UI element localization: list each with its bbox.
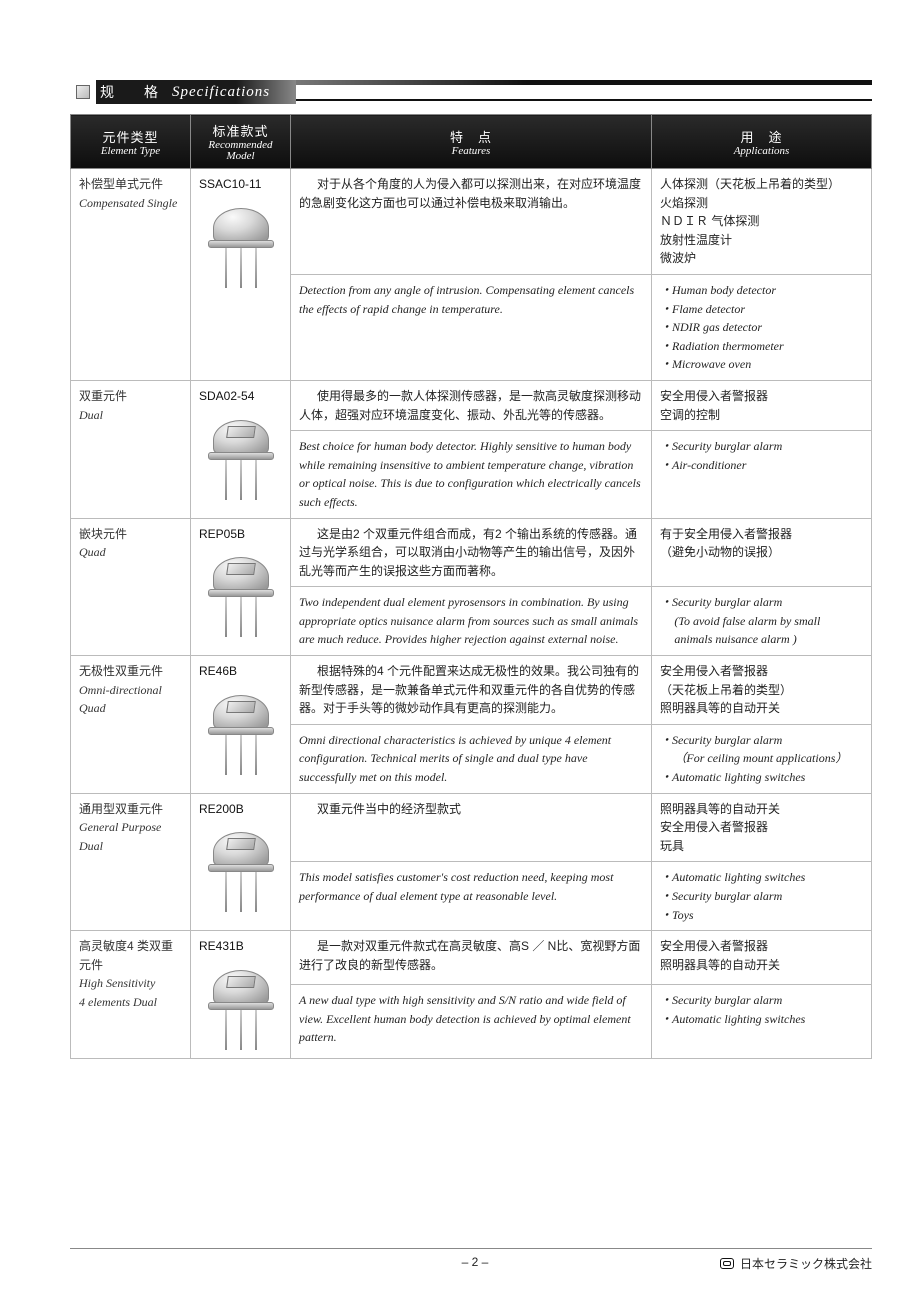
features-cn: 是一款对双重元件款式在高灵敏度、高S ／ N比、宽视野方面进行了改良的新型传感器…	[291, 931, 652, 985]
model-cell: RE46B	[191, 656, 291, 794]
section-header: 规 格 Specifications	[70, 80, 872, 104]
model-cell: SSAC10-11	[191, 169, 291, 381]
section-title-en: Specifications	[172, 84, 270, 101]
features-cn: 根据特殊的4 个元件配置来达成无极性的效果。我公司独有的新型传感器，是一款兼备单…	[291, 656, 652, 725]
applications-en: Automatic lighting switchesSecurity burg…	[652, 862, 872, 931]
features-en: Detection from any angle of intrusion. C…	[291, 274, 652, 380]
section-title-cn: 规 格	[100, 82, 166, 102]
element-type-cell: 嵌块元件Quad	[71, 518, 191, 656]
features-cn: 使用得最多的一款人体探测传感器，是一款高灵敏度探测移动人体，超强对应环境温度变化…	[291, 380, 652, 430]
applications-en: Security burglar alarmAir-conditioner	[652, 431, 872, 518]
sensor-icon	[201, 962, 281, 1052]
sensor-icon	[201, 824, 281, 914]
features-cn: 双重元件当中的经济型款式	[291, 793, 652, 862]
model-cell: RE200B	[191, 793, 291, 931]
element-type-cell: 补偿型单式元件Compensated Single	[71, 169, 191, 381]
element-type-cell: 双重元件Dual	[71, 380, 191, 518]
company-logo-icon	[720, 1258, 734, 1269]
spec-table: 元件类型 Element Type 标准款式 Recommended Model…	[70, 114, 872, 1059]
applications-cn: 安全用侵入者警报器 （天花板上吊着的类型） 照明器具等的自动开关	[652, 656, 872, 725]
model-cell: SDA02-54	[191, 380, 291, 518]
applications-cn: 安全用侵入者警报器 空调的控制	[652, 380, 872, 430]
page-number: – 2 –	[230, 1255, 720, 1272]
model-cell: RE431B	[191, 931, 291, 1059]
applications-cn: 安全用侵入者警报器 照明器具等的自动开关	[652, 931, 872, 985]
element-type-cell: 高灵敏度4 类双重元件High Sensitivity 4 elements D…	[71, 931, 191, 1059]
col-element-type: 元件类型 Element Type	[71, 115, 191, 169]
sensor-icon	[201, 200, 281, 290]
section-rule	[296, 80, 872, 104]
applications-cn: 照明器具等的自动开关 安全用侵入者警报器 玩具	[652, 793, 872, 862]
company-name: 日本セラミック株式会社	[720, 1255, 872, 1272]
applications-en: Security burglar alarm(To avoid false al…	[652, 587, 872, 656]
features-cn: 对于从各个角度的人为侵入都可以探测出来，在对应环境温度的急剧变化这方面也可以通过…	[291, 169, 652, 275]
section-title: 规 格 Specifications	[96, 80, 296, 104]
sensor-icon	[201, 687, 281, 777]
features-en: Omni directional characteristics is achi…	[291, 724, 652, 793]
sensor-icon	[201, 412, 281, 502]
model-cell: REP05B	[191, 518, 291, 656]
applications-en: Security burglar alarmAutomatic lighting…	[652, 985, 872, 1059]
sensor-icon	[201, 549, 281, 639]
page-footer: – 2 – 日本セラミック株式会社	[70, 1248, 872, 1272]
element-type-cell: 无极性双重元件Omni-directional Quad	[71, 656, 191, 794]
features-en: This model satisfies customer's cost red…	[291, 862, 652, 931]
applications-en: Human body detectorFlame detectorNDIR ga…	[652, 274, 872, 380]
features-en: A new dual type with high sensitivity an…	[291, 985, 652, 1059]
applications-en: Security burglar alarm（For ceiling mount…	[652, 724, 872, 793]
section-marker-icon	[76, 85, 90, 99]
features-cn: 这是由2 个双重元件组合而成，有2 个输出系统的传感器。通过与光学系组合，可以取…	[291, 518, 652, 587]
features-en: Two independent dual element pyrosensors…	[291, 587, 652, 656]
col-features: 特 点 Features	[291, 115, 652, 169]
applications-cn: 有于安全用侵入者警报器 （避免小动物的误报）	[652, 518, 872, 587]
element-type-cell: 通用型双重元件General Purpose Dual	[71, 793, 191, 931]
applications-cn: 人体探测（天花板上吊着的类型） 火焰探测 ＮＤＩＲ 气体探测 放射性温度计 微波…	[652, 169, 872, 275]
col-model: 标准款式 Recommended Model	[191, 115, 291, 169]
col-applications: 用 途 Applications	[652, 115, 872, 169]
features-en: Best choice for human body detector. Hig…	[291, 431, 652, 518]
